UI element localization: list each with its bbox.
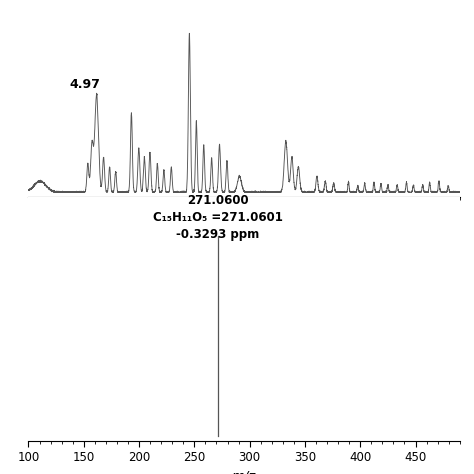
X-axis label: Time (min): Time (min)	[210, 226, 278, 239]
Text: C₁₅H₁₁O₅ =271.0601: C₁₅H₁₁O₅ =271.0601	[153, 211, 283, 224]
Text: 271.0600: 271.0600	[187, 194, 248, 207]
Text: -0.3293 ppm: -0.3293 ppm	[176, 228, 259, 241]
Text: 4.97: 4.97	[70, 78, 100, 91]
X-axis label: m/z: m/z	[232, 470, 256, 474]
